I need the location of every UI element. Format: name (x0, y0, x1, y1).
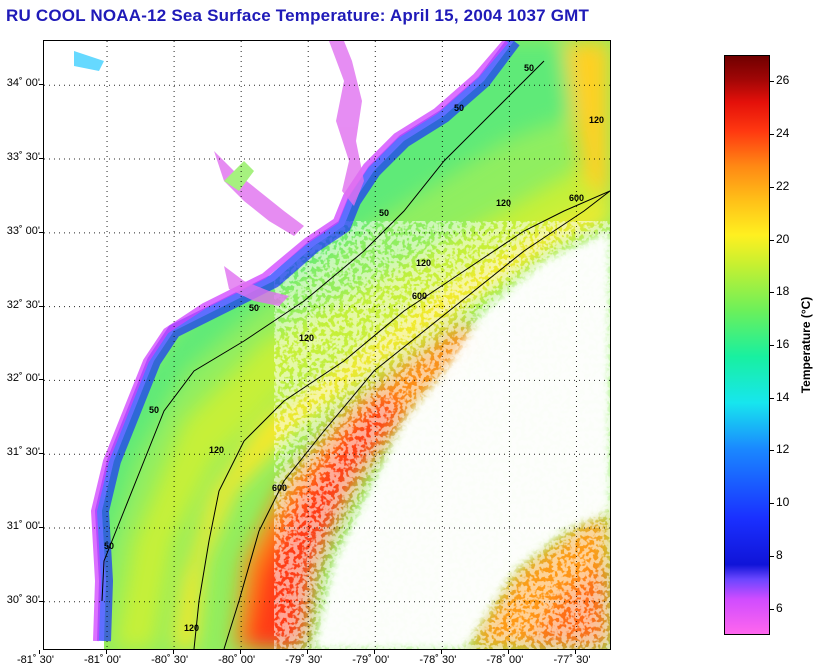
lat-tick (39, 158, 43, 160)
svg-text:120: 120 (209, 445, 224, 455)
colorbar-tick (770, 239, 774, 241)
contour-120 (193, 190, 610, 649)
colorbar-tick (770, 503, 774, 505)
lat-tick (39, 84, 43, 86)
lat-tick (39, 231, 43, 233)
svg-text:50: 50 (454, 103, 464, 113)
lon-tick-label: -81˚ 00' (84, 654, 121, 666)
svg-text:600: 600 (569, 193, 584, 203)
lon-tick (441, 650, 443, 654)
svg-text:600: 600 (412, 291, 427, 301)
svg-text:50: 50 (524, 63, 534, 73)
lat-tick-label: 31˚ 30' (6, 446, 40, 459)
colorbar-tick (770, 186, 774, 188)
svg-text:120: 120 (589, 115, 604, 125)
svg-text:600: 600 (272, 483, 287, 493)
contour-600 (223, 190, 610, 649)
lat-tick-label: 33˚ 00' (6, 224, 40, 237)
colorbar-tick (770, 292, 774, 294)
colorbar-tick (770, 134, 774, 136)
lon-tick-label: -79˚ 30' (285, 654, 323, 666)
colorbar-tick (770, 608, 774, 610)
contour-50 (101, 60, 545, 602)
colorbar-title: Temperature (°C) (799, 296, 813, 394)
colorbar-tick-label: 10 (776, 495, 790, 510)
lon-tick (173, 650, 175, 654)
colorbar-tick-label: 14 (776, 389, 790, 404)
lon-tick (374, 650, 376, 654)
colorbar-tick-label: 16 (776, 337, 790, 351)
lon-tick-label: -78˚ 30' (419, 654, 457, 666)
contour-labels: 50 50 50 50 50 50 120 120 120 120 120 12… (104, 63, 604, 633)
colorbar-tick (770, 397, 774, 399)
colorbar-tick-label: 26 (776, 73, 790, 88)
svg-text:120: 120 (184, 623, 199, 633)
lat-tick (39, 379, 43, 381)
sst-map-canvas: 50 50 50 50 50 50 120 120 120 120 120 12… (44, 41, 610, 649)
colorbar-tick (770, 450, 774, 452)
lon-tick-label: -80˚ 30' (151, 654, 189, 666)
svg-text:50: 50 (104, 541, 114, 551)
lat-tick (39, 305, 43, 307)
lon-tick-label: -80˚ 00' (218, 654, 256, 666)
colorbar-tick-label: 22 (776, 178, 790, 193)
svg-text:120: 120 (496, 198, 511, 208)
colorbar-tick-label: 20 (776, 231, 790, 246)
coastline (94, 41, 520, 642)
map-title: RU COOL NOAA-12 Sea Surface Temperature:… (6, 6, 590, 25)
colorbar-tick-label: 18 (776, 284, 790, 299)
sst-map[interactable]: 50 50 50 50 50 50 120 120 120 120 120 12… (43, 40, 611, 650)
temperature-colorbar (724, 55, 770, 635)
lat-tick-label: 33˚ 30' (6, 151, 40, 164)
colorbar-tick-label: 12 (776, 442, 790, 457)
svg-text:50: 50 (149, 405, 159, 415)
lat-tick (39, 600, 43, 602)
lon-tick (106, 650, 108, 654)
lon-tick (575, 650, 577, 654)
inland-water (74, 41, 364, 306)
lat-tick-label: 32˚ 00' (6, 372, 40, 385)
colorbar-tick (770, 345, 774, 346)
lat-tick (39, 526, 43, 528)
colorbar-tick (770, 81, 774, 83)
svg-text:120: 120 (299, 333, 314, 343)
lat-tick-label: 30˚ 30' (6, 593, 40, 606)
colorbar-tick (770, 555, 774, 557)
lon-tick (38, 650, 40, 654)
colorbar-tick-label: 8 (776, 547, 783, 562)
colorbar-tick-label: 6 (776, 600, 783, 615)
lon-tick (508, 650, 510, 654)
lon-tick (307, 650, 309, 654)
lon-tick (240, 650, 242, 654)
lon-tick-label: -77˚ 30' (553, 654, 591, 666)
lat-tick (39, 453, 43, 455)
lon-tick-label: -81˚ 30' (16, 654, 54, 666)
colorbar-tick-label: 24 (776, 126, 790, 141)
lon-tick-label: -78˚ 00' (486, 654, 524, 666)
lon-tick-label: -79˚ 00' (352, 654, 390, 666)
svg-text:50: 50 (249, 303, 259, 313)
lat-tick-label: 31˚ 00' (6, 519, 40, 532)
lat-tick-label: 32˚ 30' (6, 298, 40, 311)
isobath-contours (101, 60, 610, 649)
ocean-temperature-field (102, 41, 610, 649)
svg-text:50: 50 (379, 208, 389, 218)
lat-tick-label: 34˚ 00' (6, 77, 40, 90)
svg-text:120: 120 (416, 258, 431, 268)
